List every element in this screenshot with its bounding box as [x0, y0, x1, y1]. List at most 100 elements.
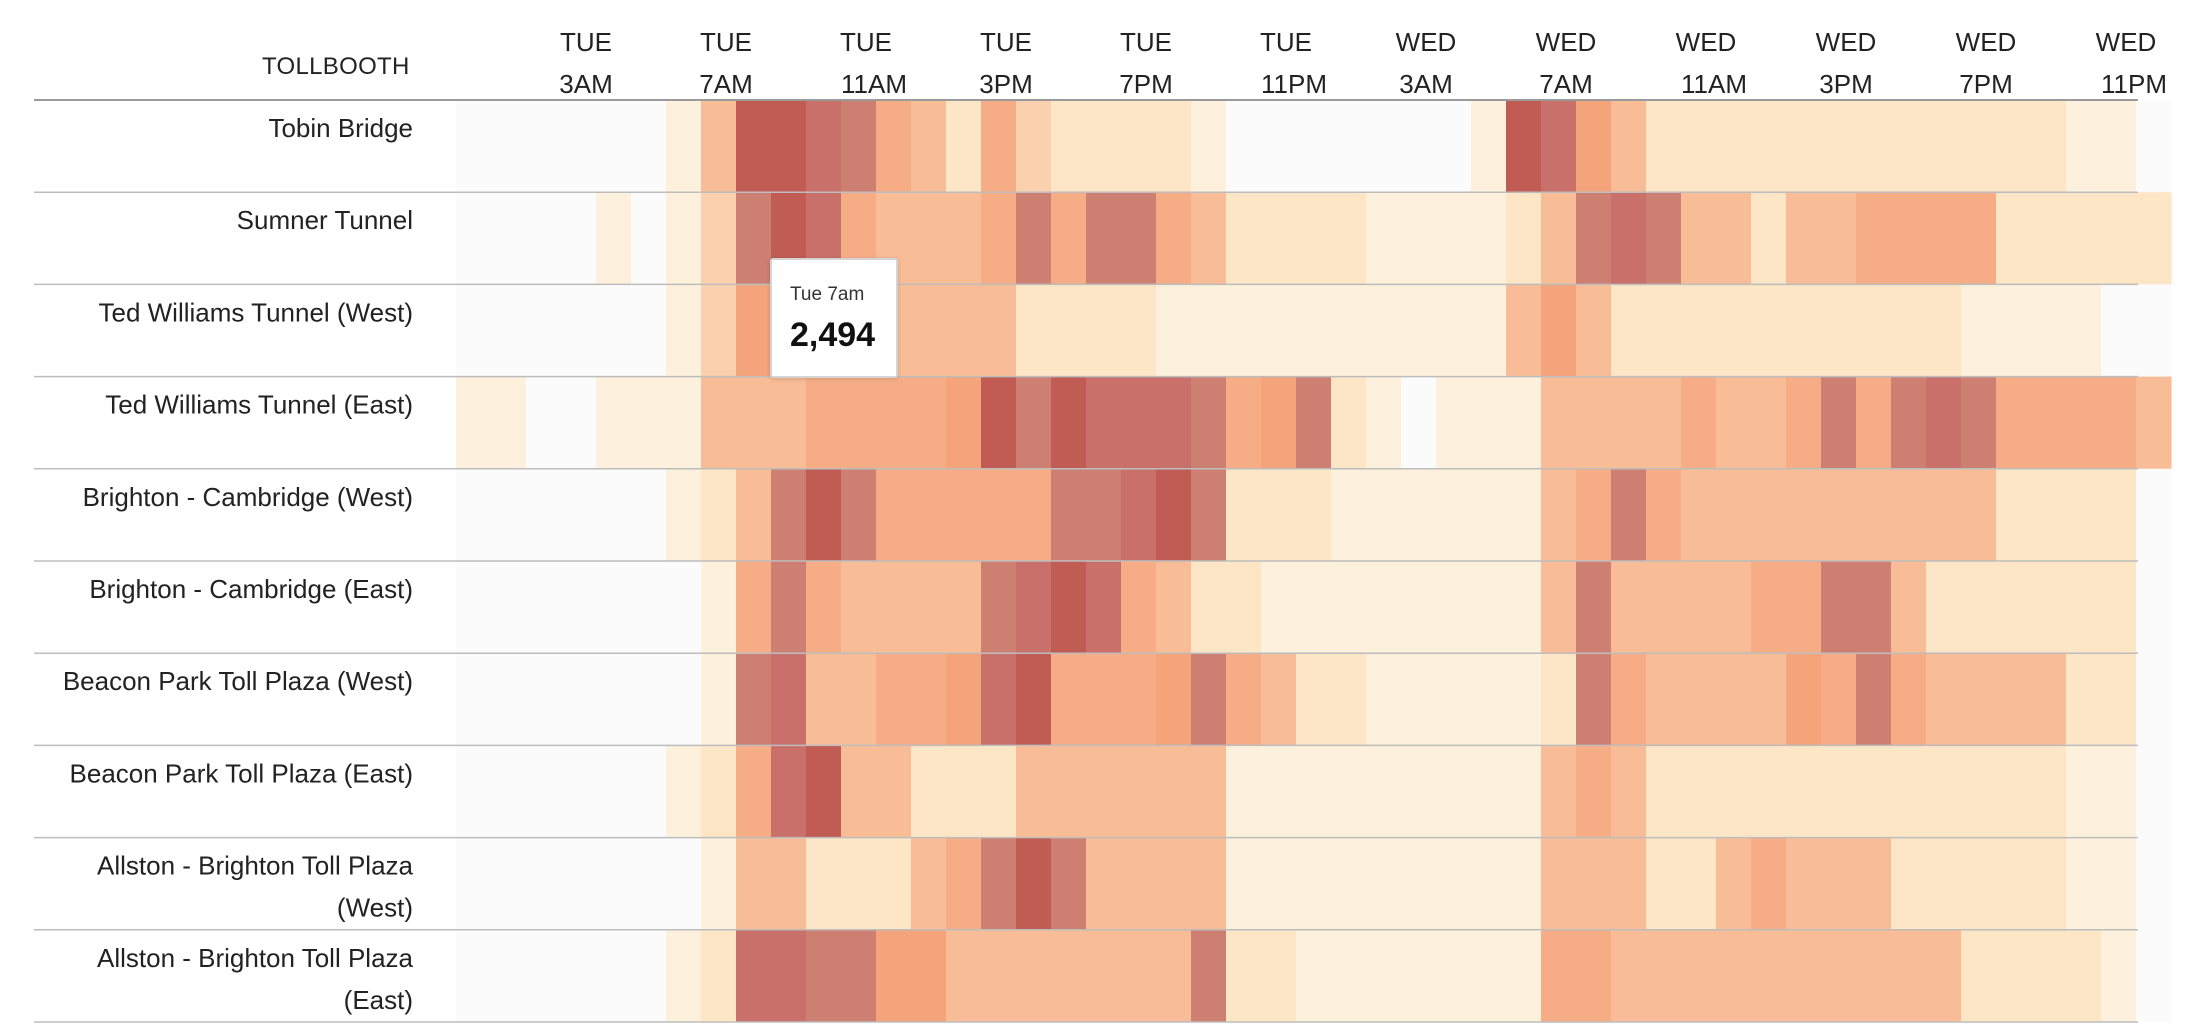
- heatmap-cell[interactable]: [1401, 745, 1437, 838]
- heatmap-cell[interactable]: [1716, 837, 1752, 930]
- heatmap-cell[interactable]: [1681, 561, 1717, 654]
- heatmap-cell[interactable]: [2031, 100, 2067, 193]
- heatmap-cell[interactable]: [491, 929, 527, 1022]
- heatmap-cell[interactable]: [946, 468, 982, 561]
- heatmap-cell[interactable]: [806, 100, 842, 193]
- heatmap-cell[interactable]: [596, 837, 632, 930]
- heatmap-cell[interactable]: [736, 561, 772, 654]
- heatmap-cell[interactable]: [1611, 561, 1647, 654]
- heatmap-cell[interactable]: [2031, 837, 2067, 930]
- heatmap-cell[interactable]: [1366, 468, 1402, 561]
- heatmap-cell[interactable]: [1261, 561, 1297, 654]
- heatmap-cell[interactable]: [1086, 192, 1122, 285]
- heatmap-cell[interactable]: [1926, 745, 1962, 838]
- heatmap-cell[interactable]: [1471, 745, 1507, 838]
- heatmap-cell[interactable]: [1541, 653, 1577, 746]
- heatmap-cell[interactable]: [526, 837, 562, 930]
- heatmap-cell[interactable]: [1366, 192, 1402, 285]
- heatmap-cell[interactable]: [1121, 653, 1157, 746]
- heatmap-cell[interactable]: [1016, 376, 1052, 469]
- heatmap-cell[interactable]: [1611, 837, 1647, 930]
- heatmap-cell[interactable]: [526, 100, 562, 193]
- heatmap-cell[interactable]: [701, 745, 737, 838]
- heatmap-cell[interactable]: [946, 837, 982, 930]
- heatmap-cell[interactable]: [1576, 837, 1612, 930]
- heatmap-cell[interactable]: [2031, 468, 2067, 561]
- heatmap-cell[interactable]: [2101, 561, 2137, 654]
- heatmap-cell[interactable]: [526, 192, 562, 285]
- heatmap-cell[interactable]: [1191, 929, 1227, 1022]
- heatmap-cell[interactable]: [1086, 929, 1122, 1022]
- heatmap-cell[interactable]: [2136, 192, 2172, 285]
- heatmap-cell[interactable]: [1226, 284, 1262, 377]
- heatmap-cell[interactable]: [2031, 376, 2067, 469]
- heatmap-cell[interactable]: [1296, 100, 1332, 193]
- heatmap-cell[interactable]: [1716, 745, 1752, 838]
- heatmap-cell[interactable]: [1016, 100, 1052, 193]
- heatmap-cell[interactable]: [1996, 561, 2032, 654]
- heatmap-cell[interactable]: [2066, 468, 2102, 561]
- heatmap-cell[interactable]: [2136, 376, 2172, 469]
- heatmap-cell[interactable]: [1576, 653, 1612, 746]
- heatmap-cell[interactable]: [981, 929, 1017, 1022]
- heatmap-cell[interactable]: [561, 653, 597, 746]
- heatmap-cell[interactable]: [1821, 837, 1857, 930]
- heatmap-cell[interactable]: [1296, 929, 1332, 1022]
- heatmap-cell[interactable]: [771, 837, 807, 930]
- heatmap-cell[interactable]: [596, 468, 632, 561]
- heatmap-cell[interactable]: [1296, 837, 1332, 930]
- heatmap-cell[interactable]: [911, 745, 947, 838]
- heatmap-cell[interactable]: [701, 561, 737, 654]
- heatmap-cell[interactable]: [1331, 561, 1367, 654]
- heatmap-cell[interactable]: [1681, 192, 1717, 285]
- heatmap-cell[interactable]: [1646, 468, 1682, 561]
- heatmap-cell[interactable]: [736, 192, 772, 285]
- heatmap-cell[interactable]: [561, 284, 597, 377]
- heatmap-cell[interactable]: [981, 100, 1017, 193]
- heatmap-cell[interactable]: [526, 284, 562, 377]
- heatmap-cell[interactable]: [1786, 561, 1822, 654]
- heatmap-cell[interactable]: [946, 192, 982, 285]
- heatmap-cell[interactable]: [1121, 837, 1157, 930]
- heatmap-cell[interactable]: [1051, 745, 1087, 838]
- heatmap-cell[interactable]: [491, 468, 527, 561]
- heatmap-cell[interactable]: [1086, 561, 1122, 654]
- heatmap-cell[interactable]: [1156, 929, 1192, 1022]
- heatmap-cell[interactable]: [1331, 468, 1367, 561]
- heatmap-cell[interactable]: [2101, 837, 2137, 930]
- heatmap-cell[interactable]: [1016, 192, 1052, 285]
- heatmap-cell[interactable]: [1576, 468, 1612, 561]
- heatmap-cell[interactable]: [876, 653, 912, 746]
- heatmap-cell[interactable]: [1751, 561, 1787, 654]
- heatmap-cell[interactable]: [1156, 100, 1192, 193]
- heatmap-cell[interactable]: [1331, 929, 1367, 1022]
- heatmap-cell[interactable]: [771, 100, 807, 193]
- heatmap-cell[interactable]: [1331, 745, 1367, 838]
- heatmap-cell[interactable]: [946, 653, 982, 746]
- heatmap-cell[interactable]: [1821, 929, 1857, 1022]
- heatmap-cell[interactable]: [1856, 837, 1892, 930]
- heatmap-cell[interactable]: [1226, 376, 1262, 469]
- heatmap-cell[interactable]: [1891, 468, 1927, 561]
- heatmap-cell[interactable]: [701, 284, 737, 377]
- heatmap-cell[interactable]: [981, 376, 1017, 469]
- heatmap-cell[interactable]: [456, 376, 492, 469]
- heatmap-cell[interactable]: [491, 837, 527, 930]
- heatmap-cell[interactable]: [1366, 837, 1402, 930]
- heatmap-cell[interactable]: [1086, 745, 1122, 838]
- heatmap-cell[interactable]: [526, 929, 562, 1022]
- heatmap-cell[interactable]: [1086, 376, 1122, 469]
- heatmap-cell[interactable]: [1331, 653, 1367, 746]
- heatmap-cell[interactable]: [1611, 284, 1647, 377]
- heatmap-cell[interactable]: [1401, 192, 1437, 285]
- heatmap-cell[interactable]: [1891, 561, 1927, 654]
- heatmap-cell[interactable]: [666, 929, 702, 1022]
- heatmap-cell[interactable]: [1156, 653, 1192, 746]
- heatmap-cell[interactable]: [981, 284, 1017, 377]
- heatmap-cell[interactable]: [1961, 376, 1997, 469]
- heatmap-cell[interactable]: [666, 100, 702, 193]
- heatmap-cell[interactable]: [1051, 376, 1087, 469]
- heatmap-cell[interactable]: [1226, 837, 1262, 930]
- heatmap-cell[interactable]: [1506, 100, 1542, 193]
- heatmap-cell[interactable]: [1646, 653, 1682, 746]
